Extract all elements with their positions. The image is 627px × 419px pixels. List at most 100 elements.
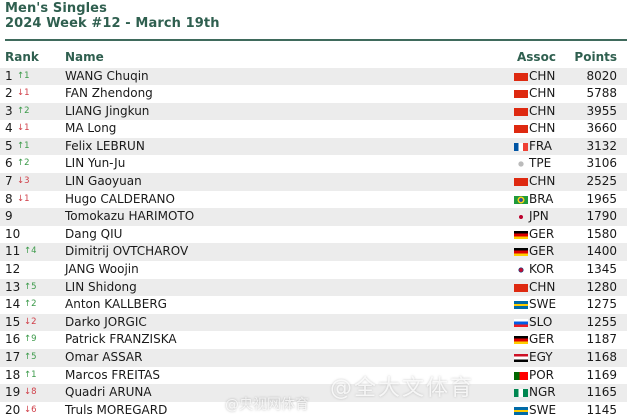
flag-icon <box>514 354 528 362</box>
flag-icon <box>514 196 528 204</box>
player-name: Omar ASSAR <box>65 349 142 367</box>
player-name: Felix LEBRUN <box>65 138 145 156</box>
rank: 11 <box>5 243 20 261</box>
table-row: 5↑1 Felix LEBRUN FRA 3132 <box>0 138 627 156</box>
rank-change: ↑1 <box>17 68 30 86</box>
rank: 2 <box>5 85 13 103</box>
flag-icon <box>514 248 528 256</box>
player-name: Patrick FRANZISKA <box>65 331 177 349</box>
player-name: Dang QIU <box>65 226 122 244</box>
player-name: Darko JORGIC <box>65 314 147 332</box>
rank-change: ↓8 <box>24 384 37 402</box>
rank-change: ↓3 <box>17 173 30 191</box>
association-code: KOR <box>529 261 554 279</box>
flag-icon <box>514 231 528 239</box>
flag-icon <box>514 108 528 116</box>
rank-change: ↓1 <box>17 191 30 209</box>
association-code: GER <box>529 243 554 261</box>
rank-change: ↓1 <box>17 85 30 103</box>
rank: 19 <box>5 384 20 402</box>
rank: 12 <box>5 261 20 279</box>
flag-icon <box>514 73 528 81</box>
points: 1145 <box>586 402 617 419</box>
points: 5788 <box>586 85 617 103</box>
rank-change: ↓2 <box>24 314 37 332</box>
points: 2525 <box>586 173 617 191</box>
association-code: FRA <box>529 138 552 156</box>
association-code: BRA <box>529 191 553 209</box>
divider <box>5 39 627 41</box>
player-name: LIN Yun-Ju <box>65 155 125 173</box>
flag-icon <box>514 90 528 98</box>
flag-icon <box>514 389 528 397</box>
page-title: Men's Singles <box>5 1 107 16</box>
rank-change: ↑2 <box>24 296 37 314</box>
rank: 5 <box>5 138 13 156</box>
association-code: NGR <box>529 384 556 402</box>
association-code: POR <box>529 367 554 385</box>
player-name: Dimitrij OVTCHAROV <box>65 243 188 261</box>
association-code: SWE <box>529 402 556 419</box>
rank: 20 <box>5 402 20 419</box>
rank: 10 <box>5 226 20 244</box>
points: 3106 <box>586 155 617 173</box>
player-name: JANG Woojin <box>65 261 139 279</box>
association-code: CHN <box>529 120 555 138</box>
rank: 6 <box>5 155 13 173</box>
rank-change: ↑2 <box>17 103 30 121</box>
rank: 3 <box>5 103 13 121</box>
association-code: SLO <box>529 314 552 332</box>
points: 3132 <box>586 138 617 156</box>
points: 1169 <box>586 367 617 385</box>
rank: 18 <box>5 367 20 385</box>
player-name: LIANG Jingkun <box>65 103 149 121</box>
player-name: Hugo CALDERANO <box>65 191 175 209</box>
flag-icon <box>514 266 528 274</box>
table-row: 12 JANG Woojin KOR 1345 <box>0 261 627 279</box>
column-header-assoc: Assoc <box>517 50 556 64</box>
flag-icon <box>514 372 528 380</box>
player-name: FAN Zhendong <box>65 85 153 103</box>
flag-icon <box>514 301 528 309</box>
flag-icon <box>514 160 528 168</box>
points: 1965 <box>586 191 617 209</box>
rank: 17 <box>5 349 20 367</box>
column-header-name: Name <box>65 50 104 64</box>
rank-change: ↑9 <box>24 331 37 349</box>
association-code: CHN <box>529 279 555 297</box>
player-name: Truls MOREGARD <box>65 402 167 419</box>
rank-change: ↑1 <box>24 367 37 385</box>
association-code: TPE <box>529 155 551 173</box>
column-header-points: Points <box>574 50 617 64</box>
points: 1790 <box>586 208 617 226</box>
rank: 7 <box>5 173 13 191</box>
rank-change: ↑1 <box>17 138 30 156</box>
flag-icon <box>514 407 528 415</box>
points: 3660 <box>586 120 617 138</box>
points: 3955 <box>586 103 617 121</box>
flag-icon <box>514 213 528 221</box>
association-code: CHN <box>529 68 555 86</box>
points: 1187 <box>586 331 617 349</box>
rank: 4 <box>5 120 13 138</box>
rank: 13 <box>5 279 20 297</box>
points: 8020 <box>586 68 617 86</box>
points: 1345 <box>586 261 617 279</box>
points: 1168 <box>586 349 617 367</box>
